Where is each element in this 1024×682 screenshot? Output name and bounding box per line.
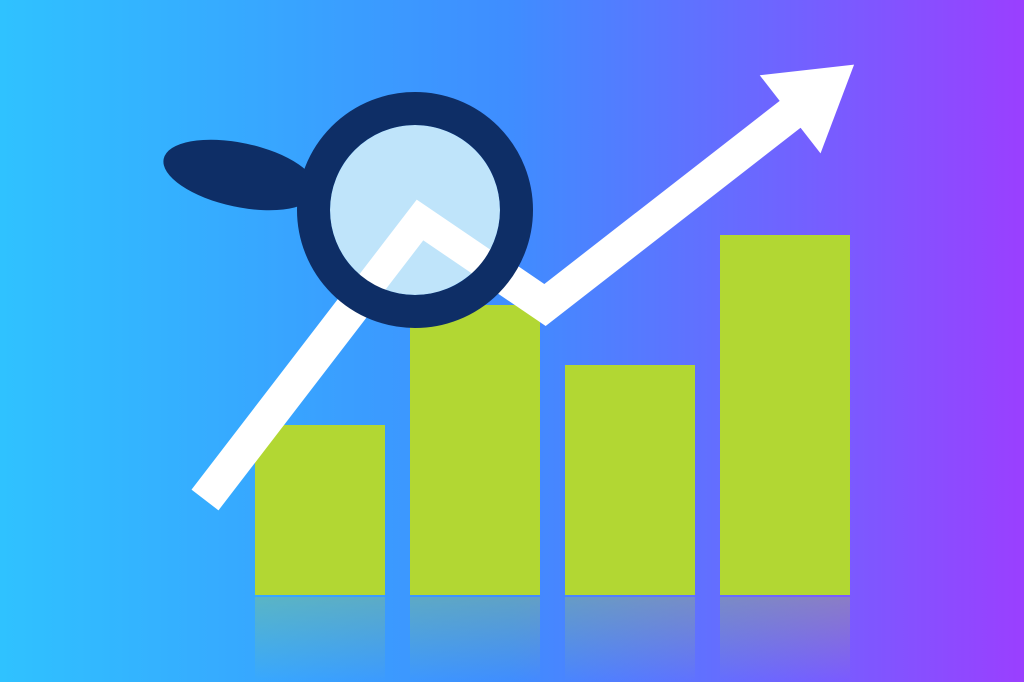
growth-analysis-infographic xyxy=(0,0,1024,682)
bar-reflection-1 xyxy=(255,597,385,682)
bar-reflection-3 xyxy=(565,597,695,682)
bar-2 xyxy=(410,305,540,595)
bar-4 xyxy=(720,235,850,595)
bar-3 xyxy=(565,365,695,595)
bar-reflection-2 xyxy=(410,597,540,682)
bar-reflection-4 xyxy=(720,597,850,682)
bar-1 xyxy=(255,425,385,595)
